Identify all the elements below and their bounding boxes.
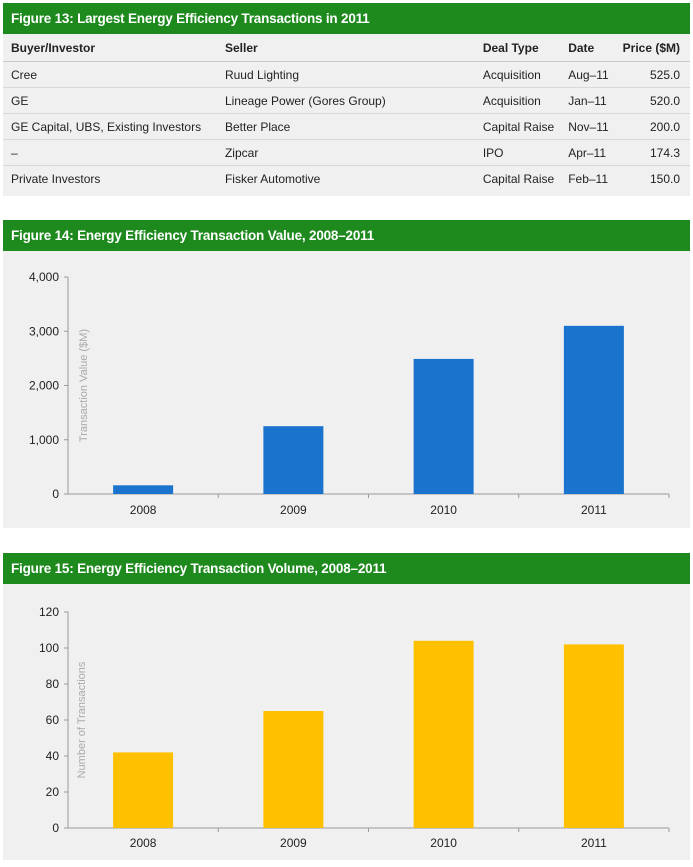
- transaction-volume-chart: 0 20 40 60 80 100 120 2008 2009 2010 2011 Number of…: [39, 605, 670, 850]
- bar-2008: [113, 485, 174, 494]
- figure14-panel: Figure 14: Energy Efficiency Transaction…: [3, 220, 690, 528]
- cell-buyer: Private Investors: [11, 171, 101, 186]
- cell-price: 520.0: [622, 87, 690, 114]
- figure13-panel: Figure 13: Largest Energy Efficiency Tra…: [3, 3, 690, 196]
- cell-seller: Zipcar: [224, 139, 483, 166]
- cell-seller: Better Place: [224, 113, 483, 140]
- transaction-value-chart: 0 1,000 2,000 3,000 4,000 2008 2009 2010 2011 Tra…: [29, 270, 670, 517]
- column-header-buyer: Buyer/Investor: [3, 34, 225, 62]
- x-tick-label: 2010: [430, 836, 457, 850]
- cell-buyer: GE Capital, UBS, Existing Investors: [3, 113, 225, 140]
- x-tick-label: 2011: [581, 503, 607, 517]
- y-tick-label: 0: [52, 821, 59, 835]
- y-tick-label: 120: [39, 605, 59, 619]
- cell-date: Nov–11: [568, 113, 623, 140]
- table-row: Private Investors Fisker Automotive Capi…: [3, 166, 690, 192]
- x-tick-label: 2009: [280, 836, 307, 850]
- x-tick-label: 2008: [130, 836, 157, 850]
- column-header-deal-type: Deal Type: [482, 34, 569, 62]
- cell-date: Aug–11: [568, 61, 623, 88]
- cell-deal-type: Capital Raise: [482, 171, 555, 186]
- y-tick-label: 60: [46, 713, 60, 727]
- cell-deal-type: Capital Raise: [482, 113, 569, 140]
- bar-2011: [563, 325, 624, 494]
- bar-2008: [113, 752, 174, 828]
- cell-date: Apr–11: [568, 139, 623, 166]
- y-axis-label: Transaction Value ($M): [78, 329, 90, 442]
- cell-date: Feb–11: [568, 171, 609, 186]
- bar-2010: [413, 358, 474, 494]
- y-tick-label: 0: [52, 487, 59, 501]
- cell-deal-type: IPO: [482, 139, 569, 166]
- cell-price: 525.0: [622, 61, 690, 88]
- y-tick-label: 40: [46, 749, 60, 763]
- cell-date: Jan–11: [568, 87, 623, 114]
- table-row: GE Lineage Power (Gores Group) Acquisiti…: [3, 87, 690, 114]
- x-tick-label: 2011: [581, 836, 607, 850]
- cell-price: 174.3: [622, 139, 690, 166]
- bar-2010: [413, 640, 474, 828]
- cell-seller: Ruud Lighting: [224, 61, 483, 88]
- y-tick-label: 2,000: [29, 379, 59, 393]
- y-tick-label: 100: [39, 641, 59, 655]
- y-axis-label: Number of Transactions: [76, 661, 88, 778]
- transactions-table: Buyer/Investor Seller Deal Type Date Pri…: [3, 34, 690, 191]
- bar-2009: [263, 711, 324, 828]
- cell-buyer: GE: [3, 87, 225, 114]
- cell-price: 200.0: [622, 113, 690, 140]
- x-tick-label: 2009: [280, 503, 307, 517]
- cell-buyer: –: [3, 139, 225, 166]
- figure14-title: Figure 14: Energy Efficiency Transaction…: [3, 220, 690, 251]
- x-tick-label: 2008: [130, 503, 157, 517]
- column-header-price: Price ($M): [622, 34, 690, 62]
- figure13-title: Figure 13: Largest Energy Efficiency Tra…: [3, 3, 690, 34]
- figure15-title: Figure 15: Energy Efficiency Transaction…: [3, 553, 690, 584]
- figure15-panel: Figure 15: Energy Efficiency Transaction…: [3, 553, 690, 860]
- cell-seller: Lineage Power (Gores Group): [224, 87, 483, 114]
- table-row: – Zipcar IPO Apr–11 174.3: [3, 139, 690, 166]
- cell-deal-type: Acquisition: [482, 61, 569, 88]
- bar-2009: [263, 426, 324, 494]
- column-header-date: Date: [568, 34, 623, 62]
- table-row: GE Capital, UBS, Existing Investors Bett…: [3, 113, 690, 140]
- x-tick-label: 2010: [430, 503, 457, 517]
- y-tick-label: 20: [46, 785, 60, 799]
- cell-seller: Fisker Automotive: [224, 171, 321, 186]
- table-header-row: Buyer/Investor Seller Deal Type Date Pri…: [3, 34, 690, 62]
- cell-price: 150.0: [649, 171, 680, 186]
- y-tick-label: 3,000: [29, 324, 59, 338]
- y-tick-label: 1,000: [29, 433, 59, 447]
- cell-buyer: Cree: [3, 61, 225, 88]
- column-header-seller: Seller: [224, 34, 483, 62]
- table-row: Cree Ruud Lighting Acquisition Aug–11 52…: [3, 61, 690, 88]
- y-tick-label: 4,000: [29, 270, 59, 284]
- cell-deal-type: Acquisition: [482, 87, 569, 114]
- y-tick-label: 80: [46, 677, 60, 691]
- bar-2011: [563, 644, 624, 828]
